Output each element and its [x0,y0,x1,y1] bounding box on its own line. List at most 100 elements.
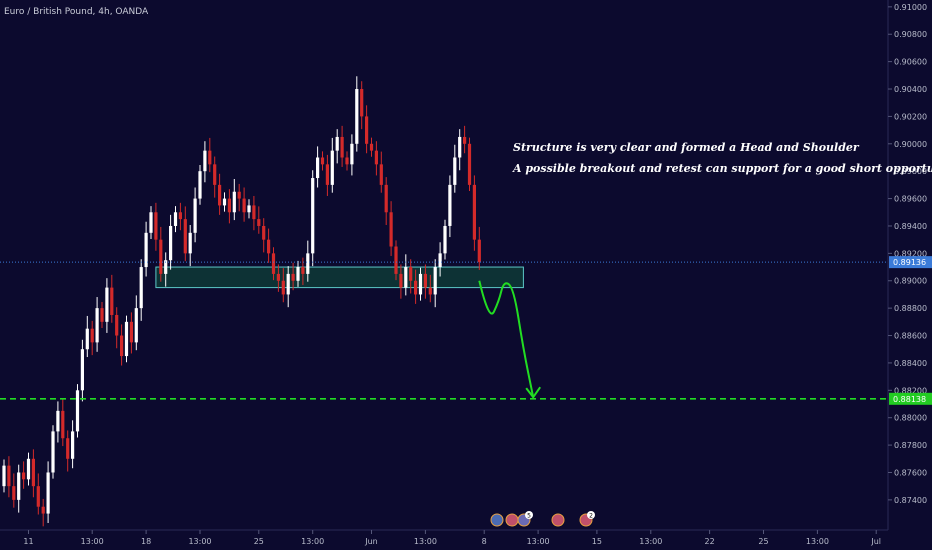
candle-body [409,267,413,281]
candle-body [453,157,457,185]
candle-body [169,225,173,261]
event-badge [587,511,595,519]
event-badge [525,511,533,519]
candle-body [350,143,354,165]
candle-body [438,253,442,268]
price-axis[interactable]: 0.91000 0.90800 0.90600 0.90400 0.90200 0.900… [888,3,927,505]
candle-body [134,308,138,343]
time-tick-label: 15 [592,537,602,546]
price-tick-label: 0.88000 [894,414,927,423]
candle-body [291,273,295,281]
price-tick-label: 0.89000 [894,277,927,286]
time-tick-label: 13:00 [301,537,324,546]
event-icon [505,513,519,527]
candle-body [271,253,276,274]
candles[interactable] [2,76,481,527]
candle-body [360,89,364,117]
target-price-tag [889,392,932,405]
time-tick-label: Jun [364,537,378,546]
candle-body [335,136,339,151]
current-price-tag-label: 0.89136 [893,258,926,267]
candle-body [242,198,246,213]
candle-body [399,273,403,288]
projection-arrow[interactable] [478,280,542,399]
candle-body [345,157,349,165]
time-tick-label: 13:00 [81,537,104,546]
candle-body [301,267,305,274]
price-tick-label: 0.87800 [894,441,927,450]
candle-body [105,287,109,322]
candle-body [404,267,408,288]
price-tick-label: 0.89600 [894,195,927,204]
event-badge-label: 2 [589,513,593,520]
candle-body [276,273,280,281]
candle-body [218,184,222,206]
candle-body [100,308,104,322]
candle-body [237,191,241,199]
candle-body [193,198,197,233]
candle-body [173,212,178,226]
time-tick-label: 13:00 [806,537,829,546]
candle-body [418,273,423,295]
candle-body [423,273,427,288]
candle-body [325,164,329,185]
candle-body [414,280,418,295]
candle-body [90,328,94,343]
candle-body [203,150,207,172]
candle-body [144,232,148,268]
price-tick-label: 0.88200 [894,386,927,395]
candle-body [316,157,320,179]
candle-body [365,116,369,144]
price-tick-label: 0.90000 [894,140,927,149]
candle-body [115,314,119,336]
candle-body [267,239,271,254]
candle-body [61,410,65,439]
support-zone[interactable] [155,266,524,289]
annotation-line-1: Structure is very clear and formed a Hea… [513,141,860,154]
candle-body [66,438,70,459]
candle-body [36,486,40,507]
candle-body [252,205,256,220]
price-tick-label: 0.91000 [894,3,927,12]
candle-body [75,390,80,432]
time-tick-label: 8 [482,537,487,546]
candle-body [389,212,393,247]
candle-body [428,287,432,295]
price-lines [0,261,888,400]
price-tick-label: 0.88600 [894,332,927,341]
time-axis[interactable]: 11 13:00 18 13:00 25 13:00 Jun 13:00 8 13:00 15 13:… [23,530,881,546]
chart-title: Euro / British Pound, 4h, OANDA [4,7,149,17]
candle-body [463,136,467,144]
candle-body [433,267,437,295]
candle-body [448,184,452,226]
price-tick-label: 0.89800 [894,167,927,176]
candle-body [12,486,16,500]
price-tick-label: 0.87400 [894,496,927,505]
target-price-tag-label: 0.88138 [893,395,926,404]
time-tick-label: 13:00 [414,537,437,546]
candle-body [46,472,50,514]
candle-body [17,472,21,500]
event-icon [490,513,504,527]
candle-body [458,136,462,158]
candle-body [222,198,227,206]
candle-body [286,273,290,295]
candle-body [164,260,168,274]
candle-body [51,431,55,473]
candle-body [129,321,133,343]
candle-body [178,212,182,220]
candle-body [31,458,35,487]
candle-body [183,219,187,254]
time-tick-label: 13:00 [188,537,211,546]
time-tick-label: 25 [758,537,768,546]
candle-body [394,246,398,274]
price-tick-label: 0.87600 [894,468,927,477]
candle-body [7,465,11,487]
candle-body [330,150,334,185]
candle-body [472,184,476,240]
price-tags: 0.89136 0.88138 [889,256,932,405]
candle-body [257,219,261,226]
